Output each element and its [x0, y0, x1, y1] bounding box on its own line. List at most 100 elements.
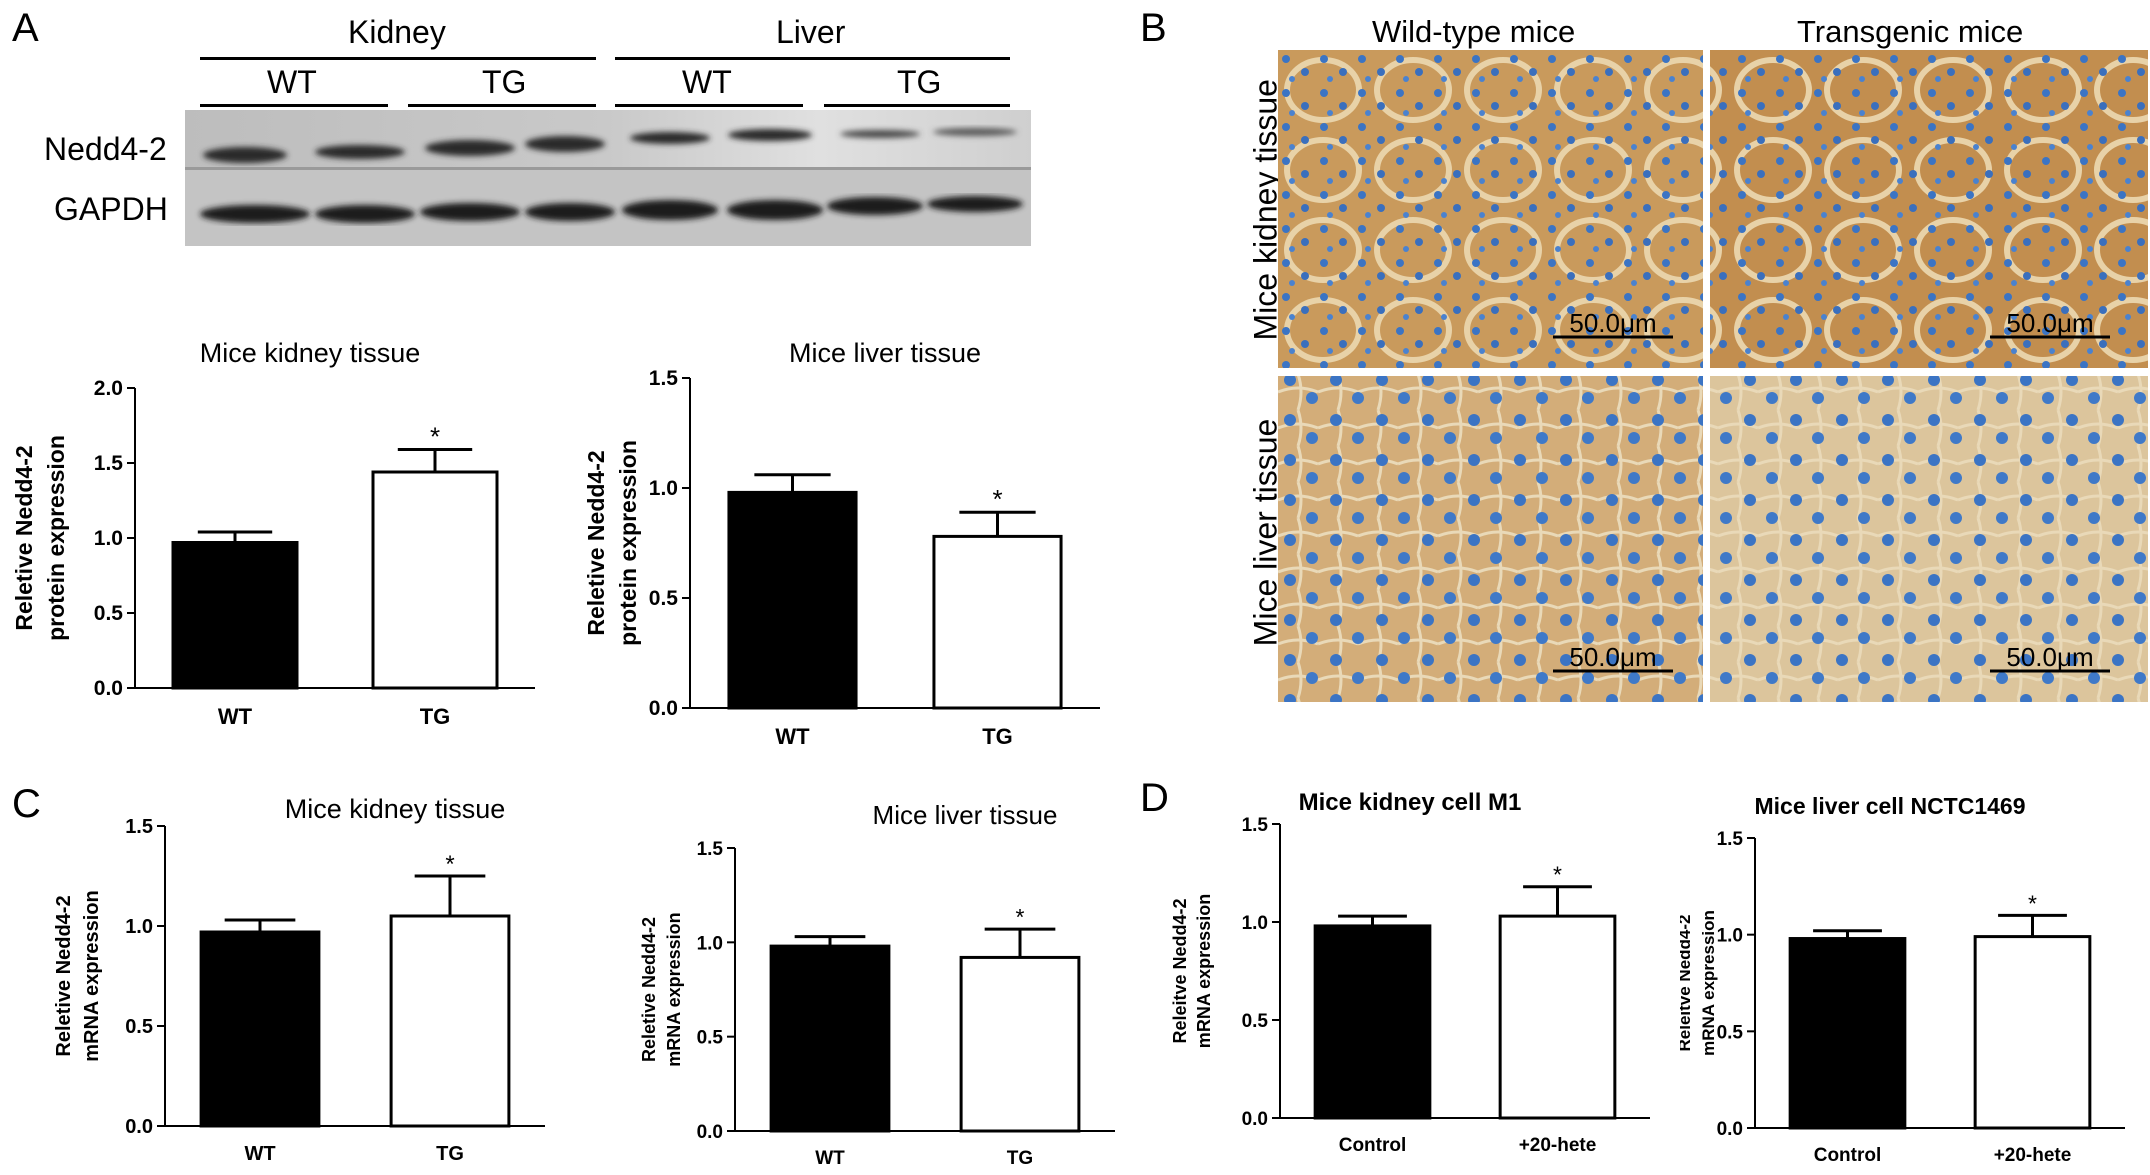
- y-tick-label: 1.0: [94, 527, 123, 550]
- x-tick-label: TG: [1007, 1148, 1033, 1169]
- micrograph-grid: 50.0μm 50.0μm 50.0μm 50.0μm: [1278, 50, 2148, 702]
- x-tick-label: TG: [420, 704, 451, 729]
- x-tick-label: Control: [1814, 1145, 1882, 1166]
- y-tick-label: 0.0: [94, 677, 123, 700]
- x-tick-label: TG: [436, 1143, 464, 1165]
- y-tick-label: 1.5: [649, 367, 679, 390]
- y-tick-label: 1.0: [125, 916, 153, 938]
- chart-d-kidney: Mice kidney cell M1 Releitve Nedd4-2 mRNA …: [1170, 790, 1650, 1156]
- bar-wt: [727, 490, 858, 710]
- y-tick-label: 0.5: [125, 1016, 153, 1038]
- blot-sub-wt-liver: WT: [682, 64, 732, 100]
- scalebar-liver-tg: 50.0μm: [1990, 642, 2110, 673]
- significance-marker: *: [1016, 904, 1025, 930]
- y-axis-label: Reletive Nedd4-2: [639, 917, 659, 1062]
- scalebar-label-kidney-wt: 50.0μm: [1569, 308, 1656, 338]
- blot-row-gapdh: GAPDH: [54, 191, 168, 227]
- x-tick-label: WT: [218, 704, 253, 729]
- y-tick-label: 0.0: [697, 1122, 723, 1143]
- scalebar-label-kidney-tg: 50.0μm: [2006, 308, 2093, 338]
- bar-control: [1788, 937, 1907, 1130]
- y-tick-label: 1.0: [697, 933, 723, 954]
- micrograph-liver-tg: [1710, 376, 2148, 702]
- x-tick-label: TG: [982, 724, 1013, 749]
- panel-label-d: D: [1140, 776, 1169, 820]
- significance-marker: *: [430, 422, 440, 452]
- bar-tg: [389, 914, 511, 1128]
- significance-marker: *: [2028, 890, 2037, 916]
- bar-tg: [932, 534, 1063, 710]
- y-tick-label: 0.5: [649, 587, 679, 610]
- y-axis-label: mRNA expression: [1699, 910, 1718, 1056]
- scalebar-label-liver-wt: 50.0μm: [1569, 642, 1656, 672]
- blot-sub-line-4: [824, 104, 1010, 107]
- micrograph-liver-wt: [1278, 376, 1703, 702]
- significance-marker: *: [1553, 862, 1562, 888]
- significance-marker: *: [445, 851, 454, 878]
- y-axis-label: protein expression: [615, 440, 641, 646]
- y-tick-label: 1.5: [94, 452, 124, 475]
- x-tick-label: WT: [815, 1148, 845, 1169]
- blot-sub-line-1: [200, 104, 388, 107]
- x-tick-label: +20-hete: [1994, 1145, 2072, 1166]
- chart-a-liver: Mice liver tissue Reletive Nedd4-2 protein…: [583, 338, 1100, 749]
- scalebar-liver-wt: 50.0μm: [1553, 642, 1673, 673]
- bar-control: [1313, 924, 1432, 1120]
- y-tick-label: 0.0: [1242, 1109, 1268, 1130]
- y-tick-label: 0.5: [1717, 1022, 1744, 1043]
- y-axis-label: Reletive Nedd4-2: [583, 450, 609, 635]
- chart-d-liver: Mice liver cell NCTC1469 Releitve Nedd4-2…: [1680, 793, 2125, 1166]
- panel-label-c: C: [12, 782, 41, 826]
- scalebar-kidney-tg: 50.0μm: [1990, 308, 2110, 339]
- y-tick-label: 0.5: [697, 1028, 724, 1049]
- blot-group-kidney: Kidney: [348, 14, 446, 50]
- x-tick-label: WT: [775, 724, 810, 749]
- chart-c-liver: Mice liver tissue Reletive Nedd4-2 mRNA ex…: [639, 800, 1115, 1169]
- panel-label-b: B: [1140, 6, 1167, 50]
- micro-col-wild-type: Wild-type mice: [1372, 14, 1576, 49]
- scalebar-kidney-wt: 50.0μm: [1553, 308, 1673, 339]
- chart-title: Mice kidney tissue: [285, 794, 506, 824]
- blot-row-nedd4-2: Nedd4-2: [44, 131, 167, 167]
- y-axis-label: Reletive Nedd4-2: [11, 445, 37, 630]
- y-tick-label: 1.0: [1717, 926, 1743, 947]
- blot-group-liver: Liver: [776, 14, 846, 50]
- blot-sub-line-3: [615, 104, 803, 107]
- y-tick-label: 2.0: [94, 377, 123, 400]
- blot-group-line-liver: [615, 57, 1010, 60]
- western-blot-image: [185, 110, 1031, 246]
- chart-title: Mice liver cell NCTC1469: [1754, 793, 2025, 819]
- y-tick-label: 1.5: [1242, 815, 1269, 836]
- x-tick-label: Control: [1339, 1135, 1407, 1156]
- y-tick-label: 0.0: [125, 1116, 153, 1138]
- y-axis-label: mRNA expression: [1194, 894, 1214, 1048]
- blot-group-line-kidney: [200, 57, 596, 60]
- x-tick-label: WT: [244, 1143, 275, 1165]
- micrograph-kidney-wt: [1278, 50, 1703, 368]
- bar-tg: [371, 470, 499, 690]
- chart-a-kidney: Mice kidney tissue Reletive Nedd4-2 protei…: [11, 338, 535, 729]
- y-tick-label: 1.0: [649, 477, 678, 500]
- y-tick-label: 1.0: [1242, 913, 1268, 934]
- y-axis-label: mRNA expression: [81, 890, 103, 1062]
- bar-wt: [769, 944, 891, 1133]
- micrograph-kidney-tg: [1710, 50, 2148, 368]
- bar--20-hete: [1973, 935, 2092, 1130]
- y-tick-label: 1.5: [125, 816, 153, 838]
- y-tick-label: 1.5: [1717, 829, 1744, 850]
- chart-c-kidney: Mice kidney tissue Reletive Nedd4-2 mRNA e…: [53, 794, 545, 1165]
- chart-title: Mice liver tissue: [873, 800, 1058, 830]
- significance-marker: *: [992, 484, 1002, 514]
- y-axis-label: mRNA expression: [664, 912, 684, 1066]
- y-tick-label: 0.0: [649, 697, 678, 720]
- chart-title: Mice kidney tissue: [200, 338, 421, 368]
- blot-sub-wt-kidney: WT: [267, 64, 317, 100]
- y-tick-label: 1.5: [697, 839, 724, 860]
- y-tick-label: 0.5: [94, 602, 124, 625]
- y-axis-label: Releitve Nedd4-2: [1170, 898, 1190, 1043]
- micro-col-transgenic: Transgenic mice: [1797, 14, 2024, 49]
- bar-tg: [959, 955, 1081, 1133]
- scalebar-label-liver-tg: 50.0μm: [2006, 642, 2093, 672]
- blot-sub-tg-kidney: TG: [482, 64, 527, 100]
- panel-label-a: A: [12, 6, 39, 50]
